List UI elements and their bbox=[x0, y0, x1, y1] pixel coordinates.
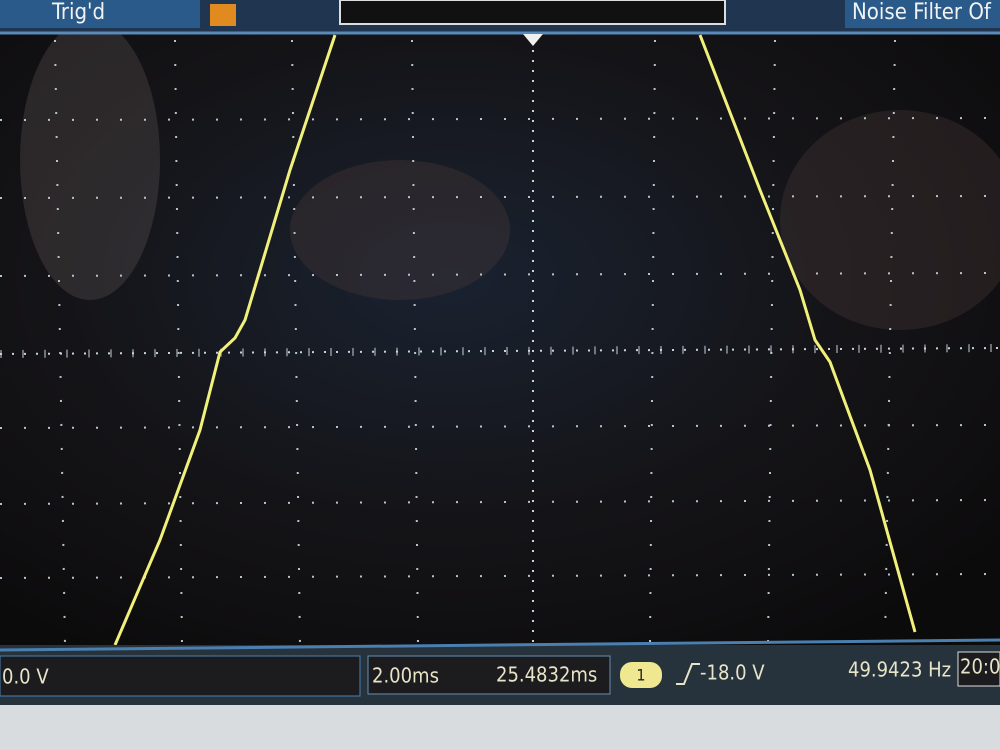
reflection bbox=[290, 160, 510, 300]
channel-badge bbox=[620, 662, 662, 688]
bezel bbox=[0, 705, 1000, 750]
timebase: 2.00ms bbox=[372, 664, 439, 688]
status: Trig'd bbox=[51, 0, 105, 25]
trigger-level: -18.0 V bbox=[700, 661, 765, 685]
screen bbox=[0, 30, 1000, 650]
bottom-border bbox=[0, 638, 1000, 652]
time-box bbox=[367, 655, 611, 695]
grid-line bbox=[54, 39, 66, 646]
trace bbox=[698, 34, 917, 633]
channel: 1 bbox=[636, 666, 645, 685]
clock-box bbox=[957, 651, 1000, 687]
status-box bbox=[0, 0, 200, 28]
reflection bbox=[20, 20, 160, 300]
filter-box bbox=[845, 0, 1000, 28]
grid-line bbox=[174, 39, 183, 646]
center-axes bbox=[0, 40, 1000, 645]
grid-line bbox=[649, 39, 656, 646]
offset: 0.0 V bbox=[2, 665, 49, 689]
delay: 25.4832ms bbox=[496, 663, 597, 687]
grid bbox=[0, 39, 1000, 646]
trigger-position bbox=[523, 34, 543, 46]
clock: 20:0 bbox=[960, 655, 1000, 679]
reflection bbox=[780, 110, 1000, 330]
grid-line bbox=[291, 39, 301, 646]
channel-box bbox=[0, 655, 361, 697]
noise-filter: Noise Filter Of bbox=[852, 0, 992, 25]
frequency: 49.9423 Hz bbox=[848, 658, 951, 682]
trace bbox=[113, 34, 337, 646]
trigger-slope bbox=[676, 663, 700, 685]
grid-line bbox=[411, 39, 419, 646]
record-view bbox=[339, 0, 726, 25]
trigger-marker bbox=[210, 4, 236, 26]
grid-line bbox=[767, 39, 776, 646]
grid-line bbox=[884, 39, 896, 646]
